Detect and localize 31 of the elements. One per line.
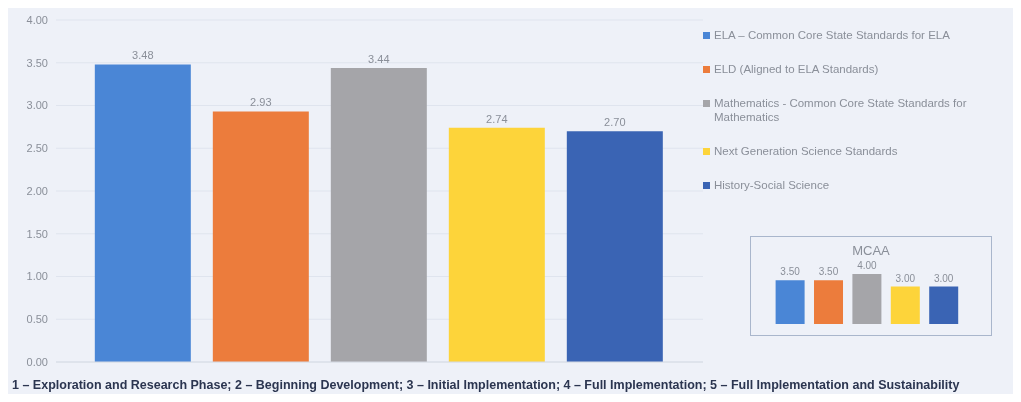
text: 1 – Exploration and Research Phase; 2 – Beginning Development; 3 – Initial Implementation; 4 – Full Implementation; 5 – Full Implementation and Sustainability (12, 378, 961, 392)
y-tick-label: 0.50 (26, 313, 48, 326)
data-label: 2.70 (604, 116, 626, 129)
y-tick-label: 0.00 (26, 355, 48, 368)
legend-label: ELA – Common Core State Standards for ELA (714, 28, 950, 42)
bar (448, 127, 545, 362)
data-label: 3.00 (933, 272, 954, 284)
data-label: 3.50 (818, 266, 839, 278)
y-tick-label: 3.00 (26, 99, 48, 112)
legend-label: Mathematics - Common Core State Standards for Mathematics (714, 96, 968, 124)
data-label: 3.00 (895, 272, 916, 284)
data-label: 2.93 (250, 96, 272, 109)
data-label: 2.74 (486, 112, 508, 125)
legend-label: ELD (Aligned to ELA Standards) (714, 62, 879, 76)
data-label: 4.00 (857, 260, 878, 271)
y-tick-label: 4.00 (26, 13, 48, 26)
bar (566, 131, 663, 362)
legend-label: Next Generation Science Standards (714, 144, 898, 158)
data-label: 3.44 (368, 52, 390, 65)
y-tick-label: 1.00 (26, 270, 48, 283)
y-tick-label: 2.50 (26, 142, 48, 155)
bar (212, 111, 309, 362)
chart-title: MCAA (851, 243, 891, 258)
data-label: 3.50 (780, 266, 801, 278)
bar (330, 67, 427, 362)
y-tick-label: 1.50 (26, 227, 48, 240)
y-tick-label: 2.00 (26, 184, 48, 197)
bar (94, 64, 191, 362)
legend-label: History-Social Science (714, 178, 830, 192)
data-label: 3.48 (132, 49, 154, 62)
y-tick-label: 3.50 (26, 56, 48, 69)
